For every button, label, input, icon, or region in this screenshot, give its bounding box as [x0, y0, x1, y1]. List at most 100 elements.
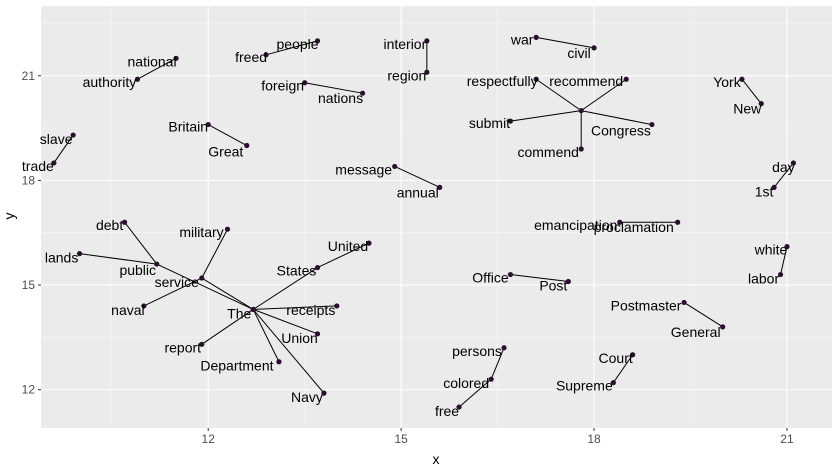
- label-slave: slave: [40, 131, 73, 147]
- point-authority: [134, 76, 141, 82]
- label-message: message: [335, 161, 392, 177]
- label-naval: naval: [111, 302, 144, 318]
- label-department: Department: [200, 358, 273, 374]
- label-navy: Navy: [291, 389, 323, 405]
- plot-panel: [41, 6, 832, 428]
- plot-background: [41, 6, 832, 428]
- point-annual: [437, 184, 443, 190]
- word-link-white-labor: [780, 246, 788, 275]
- y-tick-label: 15: [22, 278, 36, 292]
- label-receipts: receipts: [286, 302, 335, 318]
- point-colored: [488, 376, 494, 382]
- point-interior: [424, 38, 430, 44]
- point-general: [720, 324, 726, 330]
- label-people: people: [277, 36, 319, 52]
- point-debt: [122, 219, 128, 225]
- point-proclamation: [675, 219, 681, 225]
- label-labor: labor: [748, 271, 779, 287]
- point-britain: [205, 121, 211, 128]
- grid-lines: [41, 6, 832, 428]
- point-receipts: [334, 303, 340, 309]
- x-tick-label: 21: [780, 432, 794, 446]
- point-postmaster: [681, 299, 687, 306]
- axes: 12 15 18 21 12 15 18 21 x y: [1, 69, 794, 467]
- point-persons: [501, 345, 507, 351]
- label-submit: submit: [469, 115, 510, 131]
- word-link-states-the: [252, 267, 318, 310]
- label-authority: authority: [83, 74, 137, 90]
- y-axis-title: y: [1, 213, 17, 220]
- hub-link-respectfully: [535, 78, 582, 112]
- word-link-persons-colored: [490, 347, 505, 380]
- point-naval: [141, 303, 147, 309]
- word-link-service-the: [201, 277, 254, 310]
- hub-link-submit: [510, 110, 582, 122]
- x-tick-label: 15: [394, 432, 408, 446]
- point-freed: [263, 52, 269, 58]
- point-labor: [777, 271, 784, 278]
- point-office: [507, 271, 514, 278]
- label-day: day: [772, 159, 795, 175]
- label-respectfully: respectfully: [467, 73, 538, 89]
- label-recommend: recommend: [549, 73, 623, 89]
- label-united: United: [328, 238, 368, 254]
- y-tick-label: 12: [22, 383, 36, 397]
- point-region: [424, 69, 430, 75]
- word-link-day-1st: [773, 162, 794, 188]
- word-link-postmaster-general: [683, 302, 723, 328]
- label-free: free: [435, 403, 459, 419]
- label-military: military: [179, 224, 223, 240]
- label-congress: Congress: [591, 123, 651, 139]
- point-court: [630, 352, 636, 358]
- point-post: [565, 278, 571, 285]
- label-annual: annual: [397, 184, 439, 200]
- word-link-people-freed: [265, 40, 318, 56]
- word-labels: people freed interior region war civil nationa…: [22, 31, 795, 419]
- point-national: [173, 55, 179, 61]
- label-new: New: [733, 101, 762, 117]
- label-proclamation: proclamation: [594, 219, 674, 235]
- label-union: Union: [281, 330, 318, 346]
- label-freed: freed: [235, 49, 267, 65]
- point-department: [276, 359, 282, 365]
- word-links: [53, 36, 794, 408]
- point-civil: [591, 45, 597, 51]
- label-national: national: [128, 53, 177, 69]
- point-public: [154, 261, 160, 267]
- label-commend: commend: [517, 144, 578, 160]
- x-tick-label: 12: [202, 432, 216, 446]
- label-office: Office: [472, 270, 509, 286]
- label-nations: nations: [318, 90, 363, 106]
- label-trade: trade: [22, 158, 54, 174]
- hub-point-1: [578, 108, 584, 114]
- point-submit: [507, 118, 514, 124]
- label-postmaster: Postmaster: [611, 297, 682, 313]
- word-link-foreign-nations: [304, 82, 363, 94]
- word-link-military-service: [201, 228, 228, 279]
- point-navy: [321, 390, 327, 396]
- label-emancipation: emancipation: [534, 217, 617, 233]
- point-message: [392, 163, 398, 170]
- y-axis-ticks: 12 15 18 21: [22, 69, 41, 397]
- hub-link-navy: [252, 309, 325, 394]
- label-britain: Britain: [168, 119, 208, 135]
- word-link-service-naval: [143, 277, 202, 307]
- point-united: [366, 240, 372, 246]
- label-report: report: [164, 339, 201, 355]
- word-link-lands-public: [79, 253, 157, 265]
- point-york: [739, 76, 745, 82]
- label-supreme: Supreme: [556, 378, 613, 394]
- hub-link-recommend: [580, 78, 627, 112]
- point-lands: [76, 251, 83, 257]
- label-persons: persons: [452, 343, 502, 359]
- word-link-office-post: [510, 274, 569, 283]
- point-military: [224, 226, 231, 232]
- label-colored: colored: [443, 375, 489, 391]
- hub-link-report: [201, 309, 254, 345]
- word-link-message-annual: [394, 165, 440, 188]
- y-tick-label: 18: [22, 173, 36, 187]
- point-union: [314, 331, 321, 337]
- label-region: region: [387, 67, 426, 83]
- label-interior: interior: [383, 36, 426, 52]
